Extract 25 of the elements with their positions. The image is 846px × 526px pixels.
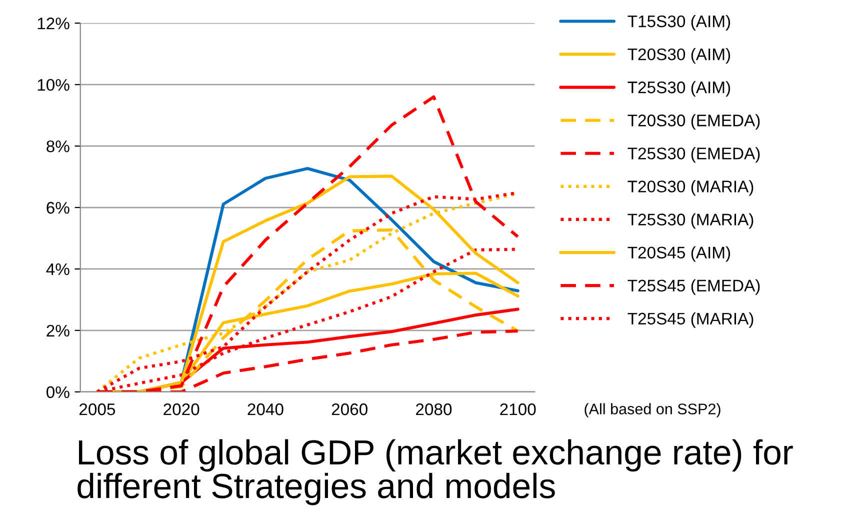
x-tick-label: 2100	[500, 403, 536, 416]
y-tick-label: 0%	[46, 386, 70, 398]
y-tick-label: 12%	[38, 18, 70, 30]
y-tick-label: 8%	[46, 140, 70, 152]
x-tick-label: 2020	[164, 403, 200, 416]
y-tick-label: 2%	[46, 324, 70, 337]
legend-label: T15S30 (AIM)	[628, 15, 730, 31]
x-tick-label: 2060	[332, 403, 368, 416]
y-tick-label: 10%	[38, 79, 70, 91]
legend-label: T20S30 (EMEDA)	[628, 114, 760, 130]
legend-label: T25S30 (MARIA)	[628, 213, 754, 229]
legend-label: T25S30 (AIM)	[628, 81, 730, 97]
text: Loss of global GDP (market exchange rate) for different Strategies and models	[78, 439, 793, 506]
legend-label: T20S30 (MARIA)	[628, 180, 754, 196]
legend-label: T25S45 (MARIA)	[628, 312, 754, 328]
legend-label: T20S45 (AIM)	[628, 246, 730, 262]
x-tick-label: 2080	[416, 403, 452, 416]
legend-label: T25S30 (EMEDA)	[628, 147, 760, 163]
y-tick-label: 6%	[46, 202, 70, 214]
text: (All based on SSP2)	[584, 403, 720, 418]
x-tick-label: 2005	[80, 403, 116, 416]
legend-label: T20S30 (AIM)	[628, 48, 730, 64]
x-tick-label: 2040	[248, 403, 284, 416]
y-tick-label: 4%	[46, 263, 70, 276]
legend-label: T25S45 (EMEDA)	[628, 279, 760, 295]
